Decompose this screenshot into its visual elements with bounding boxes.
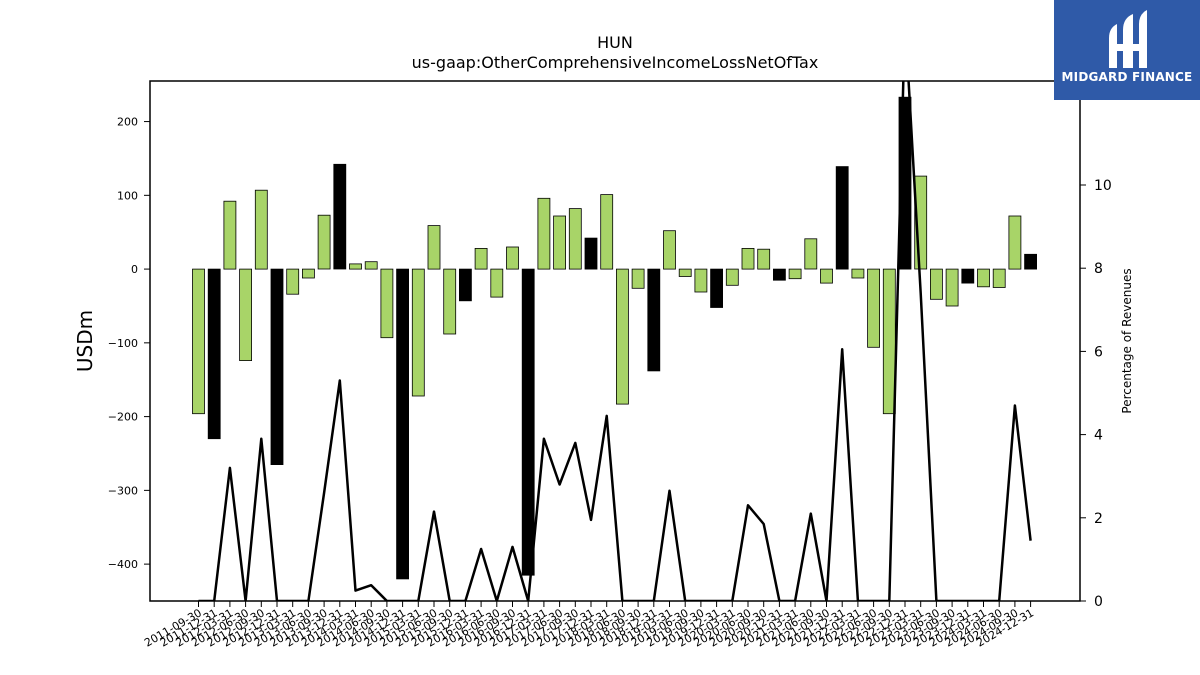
y2-tick-label: 4 — [1094, 428, 1103, 444]
bar — [851, 268, 865, 279]
y-tick-label: −300 — [108, 484, 138, 497]
y-axis-right: 0 2 4 6 8 10 — [1080, 178, 1112, 610]
brand-logo: MIDGARD FINANCE — [1054, 0, 1200, 100]
y-axis-left: 200 100 0 −100 −200 −300 −400 — [108, 116, 150, 571]
bar — [631, 268, 645, 289]
y-tick-label: −400 — [108, 558, 138, 571]
midgard-m-icon — [1109, 10, 1147, 68]
bar — [223, 200, 237, 270]
bar — [1008, 215, 1022, 270]
bar — [600, 194, 614, 270]
bar — [239, 268, 253, 362]
bar — [773, 268, 786, 281]
brand-logo-text: MIDGARD FINANCE — [1061, 70, 1193, 84]
bar — [647, 268, 661, 372]
bar — [788, 268, 802, 280]
bar — [396, 268, 410, 580]
plot-frame — [149, 80, 1081, 602]
bar — [710, 268, 723, 308]
bar — [490, 268, 504, 298]
bar — [835, 166, 849, 270]
percentage-line — [198, 81, 1032, 601]
bar — [458, 268, 472, 302]
bar — [537, 197, 551, 270]
bar — [254, 189, 268, 270]
percentage-line-series — [198, 81, 1032, 601]
bar — [1024, 253, 1037, 270]
bar — [992, 268, 1006, 288]
bar-series — [192, 96, 1037, 580]
bar — [333, 163, 347, 270]
y-tick-label: −200 — [108, 411, 138, 424]
bar — [757, 248, 771, 270]
bar — [301, 268, 315, 279]
y2-tick-label: 2 — [1094, 511, 1103, 527]
bar — [977, 268, 990, 288]
bar — [270, 268, 284, 466]
bar — [867, 268, 880, 348]
bar — [568, 208, 582, 270]
bar — [804, 238, 818, 270]
y-tick-label: 0 — [131, 263, 138, 276]
chart-title: HUN — [597, 33, 633, 52]
bar — [506, 246, 519, 270]
y2-tick-label: 10 — [1094, 178, 1112, 194]
bar — [474, 247, 488, 270]
bar — [945, 268, 959, 307]
y2-tick-label: 8 — [1094, 261, 1103, 277]
bar — [427, 225, 441, 270]
bar — [616, 268, 629, 405]
bar — [694, 268, 708, 293]
bar — [443, 268, 457, 335]
bar — [961, 268, 975, 284]
bar — [584, 237, 598, 270]
bar — [317, 214, 331, 270]
bar — [207, 268, 221, 440]
bar — [349, 263, 362, 270]
y-tick-label: −100 — [108, 337, 138, 350]
bar — [820, 268, 833, 284]
bar — [521, 268, 535, 576]
y-tick-label: 200 — [117, 116, 138, 129]
bar — [192, 268, 205, 415]
bar — [741, 247, 755, 270]
bar — [882, 268, 896, 415]
bar — [364, 261, 378, 270]
bar — [286, 268, 300, 295]
bar — [411, 268, 425, 397]
x-axis: 2011-09-302011-12-312012-03-312012-06-30… — [142, 601, 1036, 650]
bar — [380, 268, 394, 339]
y2-tick-label: 0 — [1094, 594, 1103, 610]
chart-subtitle: us-gaap:OtherComprehensiveIncomeLossNetO… — [412, 53, 819, 72]
bar — [553, 215, 566, 270]
y2-axis-label: Percentage of Revenues — [1120, 268, 1134, 413]
bar — [678, 268, 692, 277]
y-axis-label: USDm — [73, 310, 97, 372]
bar — [663, 230, 676, 270]
y2-tick-label: 6 — [1094, 344, 1103, 360]
bar — [930, 268, 943, 300]
bar — [725, 268, 739, 286]
y-tick-label: 100 — [117, 189, 138, 202]
